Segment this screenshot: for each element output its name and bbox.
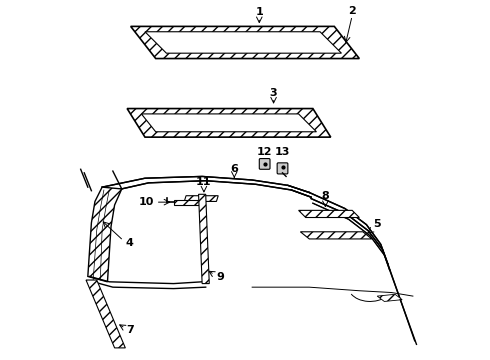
Text: 8: 8 xyxy=(321,191,329,201)
Polygon shape xyxy=(102,176,311,197)
Text: 1: 1 xyxy=(255,8,263,18)
FancyBboxPatch shape xyxy=(259,158,270,169)
Polygon shape xyxy=(309,193,390,270)
Text: 10: 10 xyxy=(139,197,154,207)
Text: 13: 13 xyxy=(275,147,290,157)
Polygon shape xyxy=(198,194,209,284)
Text: 7: 7 xyxy=(126,325,134,335)
Polygon shape xyxy=(184,196,218,202)
Text: 5: 5 xyxy=(373,219,381,229)
Text: 4: 4 xyxy=(125,238,133,248)
Text: 12: 12 xyxy=(257,147,272,157)
Polygon shape xyxy=(127,109,331,137)
Text: 2: 2 xyxy=(348,6,356,16)
Text: 3: 3 xyxy=(270,88,277,98)
Text: 9: 9 xyxy=(217,272,224,282)
FancyBboxPatch shape xyxy=(277,163,288,174)
Polygon shape xyxy=(131,26,359,59)
Polygon shape xyxy=(88,187,122,282)
Text: 6: 6 xyxy=(230,164,238,174)
Polygon shape xyxy=(173,200,198,204)
Text: 11: 11 xyxy=(196,177,212,187)
Polygon shape xyxy=(86,280,125,348)
Polygon shape xyxy=(142,114,317,132)
Polygon shape xyxy=(300,232,372,239)
Polygon shape xyxy=(145,32,342,53)
Polygon shape xyxy=(377,294,402,301)
Polygon shape xyxy=(298,210,359,217)
